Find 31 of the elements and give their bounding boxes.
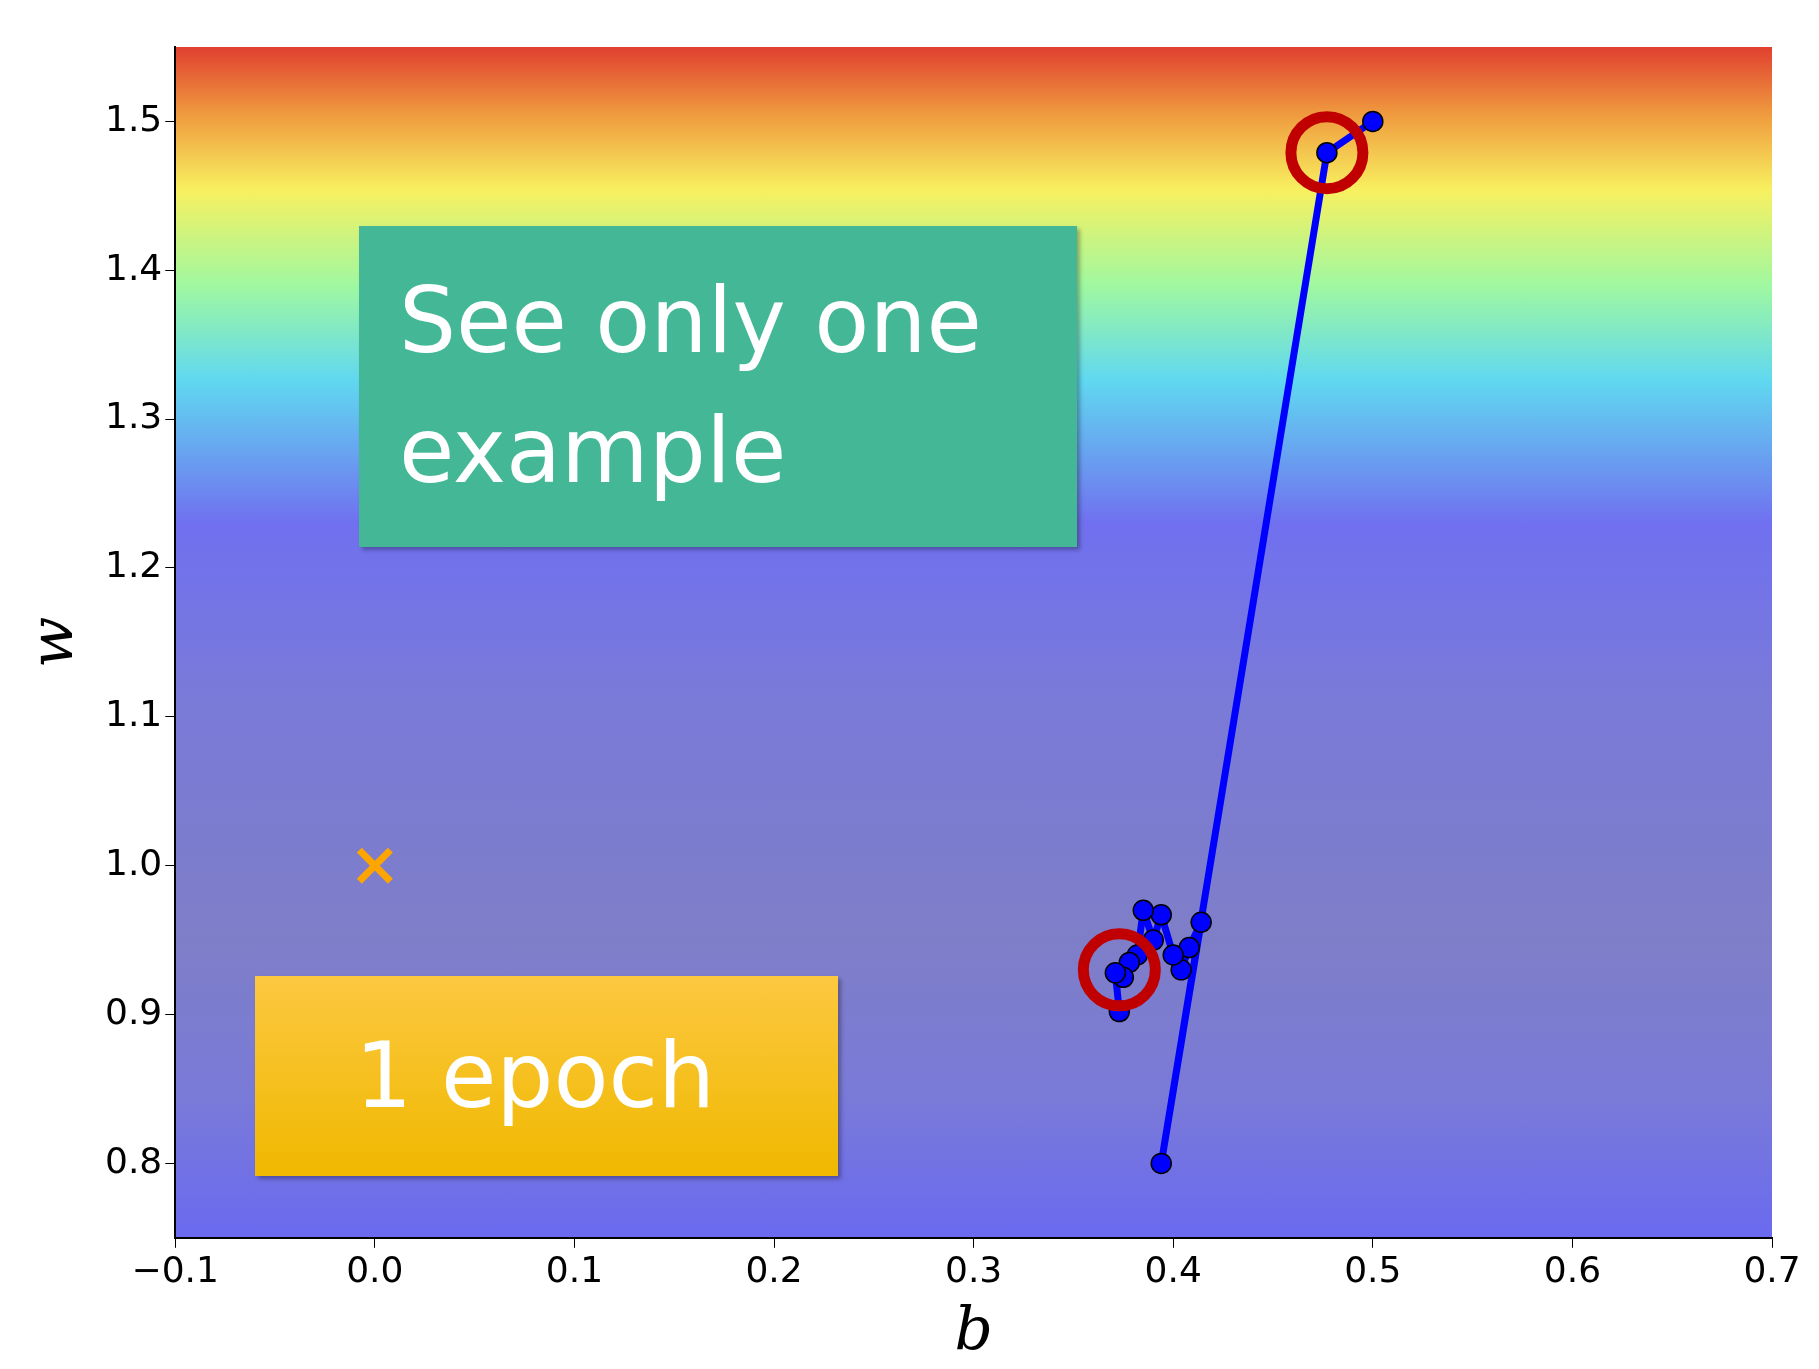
y-tick-label: 1.4	[104, 246, 163, 288]
point	[355, 846, 394, 885]
x-tick-label: 0.7	[1743, 1248, 1801, 1290]
x-tick-label: 0.3	[944, 1248, 1003, 1290]
point	[1150, 904, 1172, 926]
annotation: 1 epoch	[255, 975, 838, 1177]
point	[1162, 944, 1184, 966]
y-tick-label: 0.9	[104, 990, 163, 1032]
x-axis-title: b	[954, 1292, 993, 1363]
annotation: See only one example	[358, 225, 1078, 547]
x-tick-label: 0.2	[745, 1248, 803, 1290]
x-tick-label: 0.6	[1543, 1248, 1602, 1290]
point	[1285, 111, 1369, 195]
y-tick-label: 1.3	[104, 395, 163, 437]
x-tick-label: −0.1	[131, 1248, 219, 1290]
y-tick-label: 0.8	[104, 1139, 163, 1181]
x-tick-label: 0.4	[1144, 1248, 1202, 1290]
point	[1178, 936, 1200, 959]
x-tick-label: 0.0	[346, 1248, 404, 1290]
point	[1077, 928, 1161, 1012]
y-tick-label: 1.5	[104, 97, 163, 139]
x-tick-label: 0.5	[1344, 1248, 1402, 1290]
point	[1150, 1152, 1172, 1175]
point	[1362, 110, 1384, 133]
y-tick-label: 1.2	[104, 544, 163, 586]
y-tick-label: 1.0	[104, 842, 163, 884]
x-tick-label: 0.1	[545, 1248, 604, 1290]
y-axis-title: w	[15, 616, 86, 669]
y-tick-label: 1.1	[104, 693, 163, 735]
point	[1190, 911, 1212, 933]
point	[1132, 899, 1155, 922]
